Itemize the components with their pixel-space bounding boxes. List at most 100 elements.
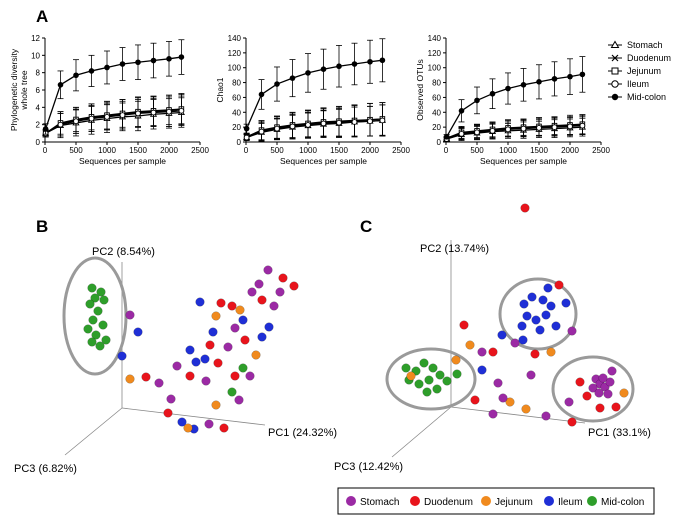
series-line [446, 124, 583, 139]
series-line [246, 119, 383, 139]
data-point [379, 117, 386, 124]
sample-point-stomach [234, 395, 244, 405]
sample-point-ileum [518, 335, 528, 345]
series-line [45, 108, 182, 134]
y-tick-label: 140 [428, 34, 442, 43]
series-line [45, 111, 182, 134]
legend-entry-duodenum: Duodenum [410, 496, 473, 508]
y-axis-title-line: Chao1 [215, 77, 225, 102]
sample-point-jejunum [235, 305, 245, 315]
sample-point-duodenum [554, 280, 564, 290]
series-line [446, 126, 583, 140]
sample-point-stomach [201, 376, 211, 386]
x-tick-label: 2500 [592, 146, 610, 155]
data-point [73, 118, 79, 125]
data-point [73, 72, 79, 79]
data-point [178, 54, 185, 60]
sample-point-ileum [546, 301, 556, 311]
data-point [458, 108, 465, 114]
series-ileum [42, 95, 185, 138]
sample-point-stomach [498, 393, 508, 403]
data-point [336, 63, 342, 70]
sample-point-stomach [275, 287, 285, 297]
sample-point-ileum [195, 297, 205, 307]
sample-point-stomach [247, 287, 257, 297]
sample-point-duodenum [185, 371, 195, 381]
sample-point-ileum [257, 332, 267, 342]
y-axis-title: Chao1 [215, 77, 225, 102]
sample-point-midcolon [227, 387, 237, 397]
rarefaction-legend: Stomach Duodenum Jejunum Ileum Mid-colon [608, 40, 671, 102]
x-tick-label: 1000 [98, 146, 116, 155]
pc2-axis-label: PC2 (8.54%) [92, 246, 155, 258]
ileum-dot-icon [544, 496, 554, 506]
sample-point-duodenum [213, 358, 223, 368]
sample-point-midcolon [88, 315, 98, 325]
sample-point-jejunum [183, 423, 193, 433]
sample-point-ileum [551, 321, 561, 331]
sample-point-duodenum [257, 295, 267, 305]
data-point [135, 110, 141, 117]
sample-point-duodenum [230, 371, 240, 381]
y-axis-title: Observed OTUs [415, 59, 425, 120]
sample-point-jejunum [451, 355, 461, 365]
sample-point-duodenum [205, 340, 215, 350]
panel-label-a: A [36, 7, 48, 26]
sample-point-ileum [200, 354, 210, 364]
sample-point-ileum [541, 310, 551, 320]
data-point [567, 73, 573, 80]
sample-point-jejunum [619, 388, 629, 398]
sample-point-ileum [531, 315, 541, 325]
data-point [88, 68, 95, 74]
panel-label-c: C [360, 217, 372, 236]
legend-label: Mid-colon [627, 92, 666, 102]
x-tick-label: 2500 [191, 146, 209, 155]
sample-point-midcolon [98, 320, 108, 330]
sample-point-ileum [527, 292, 537, 302]
data-point [520, 82, 527, 88]
pcoa-points-c [401, 203, 629, 427]
data-point [57, 121, 64, 128]
sample-point-duodenum [216, 298, 226, 308]
data-point [104, 114, 110, 120]
data-point [274, 81, 280, 87]
sample-point-ileum [117, 351, 127, 361]
y-tick-label: 60 [232, 93, 241, 102]
sample-point-midcolon [238, 363, 248, 373]
y-tick-label: 40 [232, 108, 241, 117]
y-axis-title: Phylogenetic diversitywhole tree [9, 48, 29, 131]
x-tick-label: 500 [69, 146, 83, 155]
sample-point-midcolon [87, 283, 97, 293]
data-point [289, 123, 296, 130]
x-tick-label: 1500 [530, 146, 548, 155]
rarefaction-chart-observed-otus: 0 500 1000 1500 2000 2500 0 20 40 60 80 100 120 140 Se… [415, 34, 610, 166]
x-tick-label: 0 [43, 146, 48, 155]
legend-label: Ileum [558, 497, 582, 508]
rarefaction-chart-pd-whole-tree: 0 500 1000 1500 2000 2500 0 2 4 6 8 10 12 Sequences p… [9, 34, 209, 166]
data-point [305, 70, 311, 76]
y-tick-label: 80 [432, 79, 441, 88]
pcoa-plot-b: PC2 (8.54%) PC1 (24.32%) PC3 (6.82%) [14, 246, 337, 475]
sample-point-duodenum [227, 301, 237, 311]
x-tick-label: 1500 [330, 146, 348, 155]
sample-point-ileum [238, 315, 248, 325]
legend-entry-jejunum: Jejunum [608, 66, 661, 76]
sample-point-duodenum [595, 403, 605, 413]
x-tick-label: 2000 [160, 146, 178, 155]
series-line [446, 73, 583, 138]
data-point [579, 122, 586, 129]
duodenum-dot-icon [410, 496, 420, 506]
sample-point-stomach [605, 377, 615, 387]
sample-point-midcolon [91, 330, 101, 340]
data-point [520, 125, 527, 132]
sample-point-duodenum [278, 273, 288, 283]
sample-point-midcolon [432, 384, 442, 394]
x-tick-label: 1000 [299, 146, 317, 155]
y-tick-label: 20 [432, 123, 441, 132]
x-axis-title: Sequences per sample [480, 156, 567, 166]
data-point [243, 125, 250, 132]
sample-point-midcolon [422, 387, 432, 397]
data-point [258, 128, 265, 135]
cluster-ellipse [498, 277, 578, 351]
